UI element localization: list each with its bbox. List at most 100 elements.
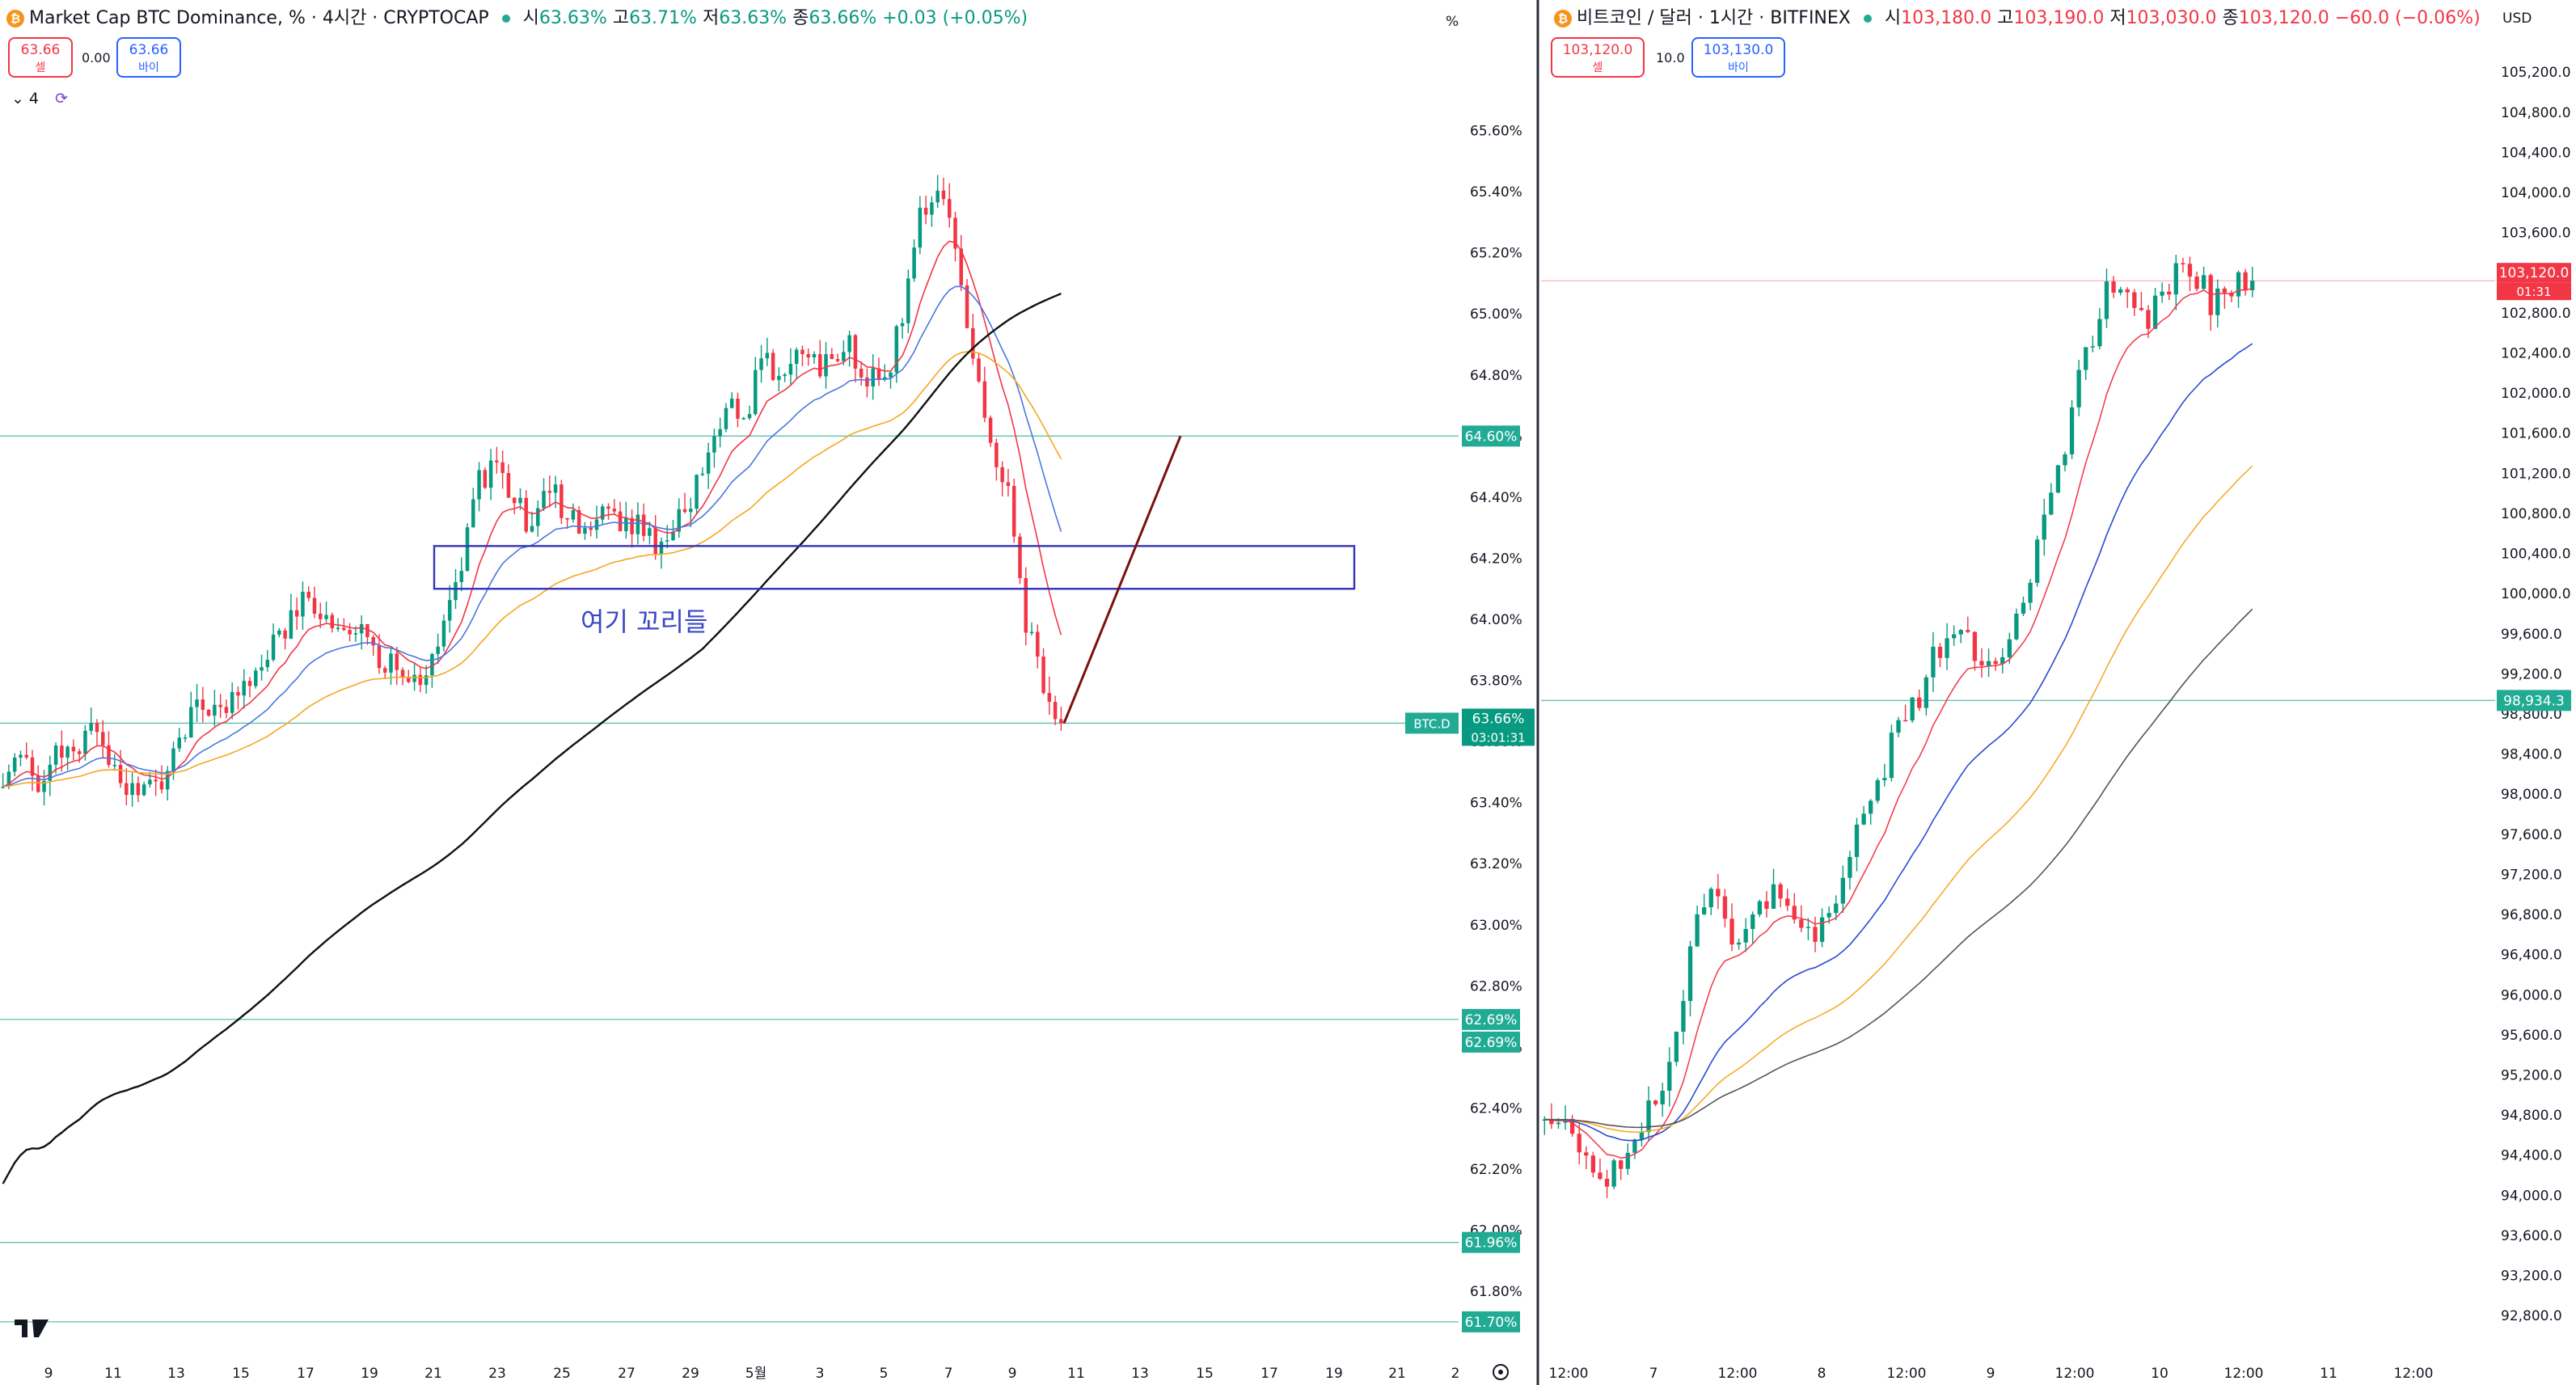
left-sell-button[interactable]: 63.66 셀 [8,37,73,78]
btcusd-candle[interactable] [1729,903,1734,952]
last-price-label[interactable]: 63.66% [1462,708,1535,728]
btcusd-candle[interactable] [2146,305,2151,339]
btcusd-candle[interactable] [1598,1158,1603,1180]
btcd-candle[interactable] [441,614,446,652]
btcusd-candle[interactable] [1979,648,1984,678]
btcd-candle[interactable] [53,742,58,775]
btcusd-candle[interactable] [1771,868,1776,910]
btcd-candle[interactable] [935,175,940,209]
btcusd-candle[interactable] [2222,285,2228,309]
btcd-candle[interactable] [395,647,399,686]
btcd-candle[interactable] [859,361,864,386]
annotation-text[interactable]: 여기 꼬리들 [581,606,707,637]
btcusd-candle[interactable] [1819,908,1825,948]
btcd-candle[interactable] [530,511,534,533]
btcd-candle[interactable] [506,464,511,498]
btcd-candle[interactable] [953,211,957,262]
btcd-candle[interactable] [201,686,205,723]
ema-blue-line[interactable] [1544,343,2253,1142]
btcd-candle[interactable] [947,183,952,228]
tail-zone-rectangle[interactable] [433,545,1356,590]
btcusd-candle[interactable] [1625,1143,1630,1175]
btcusd-candle[interactable] [1653,1100,1658,1107]
ma-black-line[interactable] [2,292,1062,1184]
trend-line[interactable] [1062,435,1182,724]
btcusd-candle[interactable] [2021,596,2026,616]
btcd-candle[interactable] [324,602,328,623]
btcd-candle[interactable] [1000,461,1004,497]
btcd-candle[interactable] [488,449,493,500]
btcd-candle[interactable] [306,586,310,602]
btcusd-candle[interactable] [2173,255,2178,310]
level-price-label[interactable]: 64.60% [1462,425,1520,447]
btcd-candle[interactable] [418,667,423,693]
btcd-candle[interactable] [912,239,916,282]
btcd-candle[interactable] [594,505,599,539]
btcd-candle[interactable] [512,496,517,515]
btcd-candle[interactable] [447,585,452,633]
btcd-candle[interactable] [918,196,923,255]
btcusd-candle[interactable] [1986,648,1991,678]
left-chart-title[interactable]: Market Cap BTC Dominance, % · 4시간 · CRYP… [29,8,489,28]
last-price-label[interactable]: 103,120.0 [2497,263,2571,283]
btcd-candle[interactable] [671,520,675,541]
btcusd-candle[interactable] [2215,279,2220,327]
btcd-candle[interactable] [148,771,152,788]
btcusd-candle[interactable] [2090,336,2095,353]
btcd-candle[interactable] [765,337,770,366]
btcusd-candle[interactable] [1681,990,1686,1045]
btcd-candle[interactable] [853,334,858,382]
btcd-candle[interactable] [100,720,105,759]
btcd-candle[interactable] [1047,676,1052,716]
btcusd-candle[interactable] [1619,1159,1624,1180]
btcusd-candle[interactable] [2069,399,2075,459]
btcd-candle[interactable] [283,627,287,650]
btcd-candle[interactable] [718,417,722,448]
btcd-candle[interactable] [294,597,299,630]
btcd-candle[interactable] [218,694,222,718]
btcd-candle[interactable] [871,354,875,400]
btcusd-candle[interactable] [1785,889,1790,911]
btcd-candle[interactable] [136,776,141,803]
btcd-candle[interactable] [576,505,581,534]
btcd-candle[interactable] [330,612,335,633]
btcd-candle[interactable] [536,500,540,537]
right-chart-pane[interactable]: 105,200.0 104,800.0 104,400.0 104,000.0 103,… [1541,65,2571,1382]
btcusd-candle[interactable] [2042,499,2046,556]
btcusd-candle[interactable] [1937,643,1943,667]
btcd-candle[interactable] [1011,479,1016,543]
btcd-candle[interactable] [995,438,999,481]
btcd-candle[interactable] [12,753,17,777]
btcd-candle[interactable] [342,618,346,631]
btcd-candle[interactable] [1029,622,1034,635]
btcusd-candle[interactable] [2243,268,2248,296]
btcusd-candle[interactable] [2014,608,2019,641]
btcd-candle[interactable] [729,392,734,409]
btcusd-candle[interactable] [2181,257,2185,272]
btcd-candle[interactable] [1036,624,1040,669]
btcusd-candle[interactable] [2097,307,2102,349]
btcd-candle[interactable] [771,348,775,382]
btcd-candle[interactable] [365,623,370,645]
btcd-candle[interactable] [524,490,528,534]
btcd-candle[interactable] [477,462,481,512]
btcd-candle[interactable] [195,684,199,722]
btcd-candle[interactable] [977,352,981,383]
btcd-candle[interactable] [165,766,170,801]
btcd-candle[interactable] [382,665,387,679]
btcusd-candle[interactable] [2084,347,2088,380]
btcd-candle[interactable] [60,730,64,772]
btcd-candle[interactable] [377,634,382,674]
btcd-candle[interactable] [224,699,229,719]
btcusd-candle[interactable] [2125,287,2130,308]
btcd-candle[interactable] [706,442,711,489]
btcd-candle[interactable] [1053,695,1058,725]
btcd-candle[interactable] [788,348,793,385]
ema-grey-line[interactable] [1544,608,2253,1129]
btcusd-candle[interactable] [1743,918,1748,952]
btcd-candle[interactable] [800,345,804,367]
btcd-candle[interactable] [359,615,364,650]
btcd-candle[interactable] [230,682,234,720]
level-price-label[interactable]: 62.69% [1462,1031,1520,1053]
btcd-candle[interactable] [265,649,270,672]
